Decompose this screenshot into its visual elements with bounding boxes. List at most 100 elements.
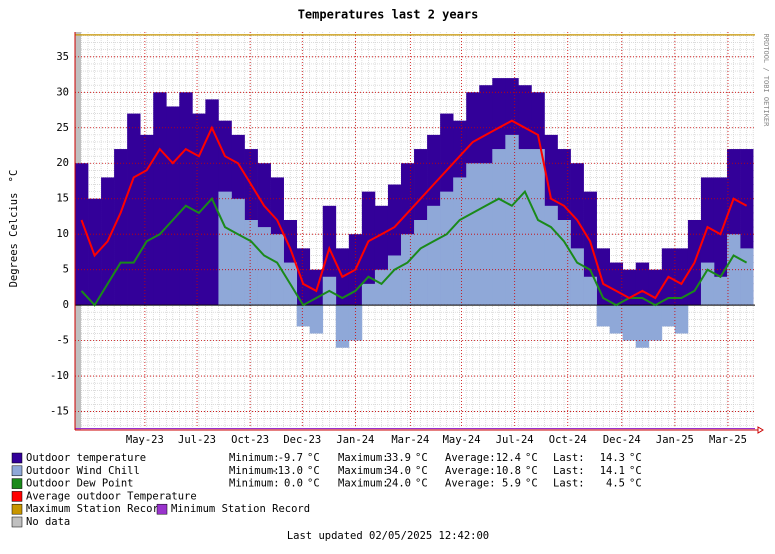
stat-value: 14.1 [600, 465, 625, 477]
stat-label: Average: [445, 478, 496, 490]
stat-unit: °C [415, 452, 428, 464]
stat-label: Average: [445, 465, 496, 477]
area-bar [622, 305, 637, 341]
stat-value: 12.4 [496, 452, 521, 464]
area-bar [635, 262, 650, 306]
area-bar [361, 191, 376, 306]
x-tick-label: May-23 [126, 434, 164, 446]
area-bar [505, 134, 519, 306]
stat-unit: °C [525, 465, 538, 477]
area-bar [114, 149, 128, 306]
stat-value: 10.8 [496, 465, 521, 477]
area-bar [740, 248, 754, 306]
area-bar [309, 305, 324, 334]
stat-label: Maximum: [338, 478, 389, 490]
watermark: RRDTOOL / TOBI OETIKER [762, 34, 770, 128]
area-bar [88, 198, 102, 306]
stat-unit: °C [629, 478, 642, 490]
legend-swatch [11, 465, 23, 477]
stat-value: 14.3 [600, 452, 625, 464]
legend-swatch [156, 503, 168, 515]
stat-value: 24.0 [386, 478, 411, 490]
series-line [80, 189, 748, 307]
stat-unit: °C [525, 478, 538, 490]
y-tick-label: 20 [56, 157, 69, 169]
area-bar [648, 305, 663, 341]
area-bar [635, 305, 650, 348]
area-bar [453, 177, 467, 306]
y-tick-label: 35 [56, 51, 69, 63]
y-axis-unit: °C [8, 170, 20, 183]
area-bar [557, 220, 571, 306]
legend-label: Outdoor temperature [26, 452, 146, 464]
stat-value: 0.0 [284, 478, 303, 490]
stat-value: 34.0 [386, 465, 411, 477]
x-tick-label: Dec-24 [603, 434, 641, 446]
area-bar [440, 191, 454, 306]
area-bar [348, 305, 363, 341]
y-tick-label: 30 [56, 86, 69, 98]
x-tick-label: Oct-23 [231, 434, 269, 446]
stat-value: 33.9 [386, 452, 411, 464]
area-bar [140, 134, 154, 306]
y-tick-label: -10 [50, 370, 69, 382]
area-bar [713, 276, 728, 306]
stat-label: Minimum: [229, 465, 280, 477]
area-bar [648, 269, 663, 306]
x-tick-label: Jul-24 [496, 434, 534, 446]
x-tick-label: Mar-24 [391, 434, 429, 446]
area-bar [427, 205, 441, 306]
area-bar [257, 227, 271, 306]
area-bar [374, 269, 389, 306]
stat-value: -9.7 [278, 452, 303, 464]
stat-unit: °C [307, 452, 320, 464]
chart-title: Temperatures last 2 years [298, 8, 479, 22]
area-bar [335, 305, 350, 348]
legend-label: Minimum Station Record [171, 503, 310, 515]
area-bar [466, 163, 480, 306]
legend-swatch [11, 491, 23, 502]
legend-label: Average outdoor Temperature [26, 490, 197, 502]
area-bar [218, 191, 232, 306]
area-bar [127, 113, 141, 306]
series-line [80, 119, 748, 300]
stat-label: Maximum: [338, 465, 389, 477]
area-bar [414, 220, 428, 306]
x-tick-label: Oct-24 [549, 434, 587, 446]
x-tick-label: Mar-25 [709, 434, 747, 446]
stat-unit: °C [415, 478, 428, 490]
area-bar [270, 234, 284, 306]
y-axis-label: Degrees Celcius [8, 193, 20, 288]
area-bar [361, 283, 376, 306]
area-bar [674, 248, 689, 306]
stat-label: Minimum: [229, 478, 280, 490]
legend-swatch [11, 516, 23, 528]
area-bar [609, 305, 624, 334]
x-tick-label: Jan-24 [336, 434, 374, 446]
area-bar [479, 163, 493, 306]
area-bar [531, 149, 545, 306]
x-tick-label: Jul-23 [178, 434, 216, 446]
area-bar [166, 106, 180, 306]
stat-label: Minimum: [229, 452, 280, 464]
area-bar [205, 99, 219, 306]
area-bar [296, 305, 311, 327]
area-bar [192, 113, 206, 306]
area-bar [401, 234, 415, 306]
y-tick-label: -15 [50, 406, 69, 418]
area-bar [570, 248, 584, 306]
y-tick-label: 5 [63, 264, 69, 276]
stat-label: Last: [553, 465, 585, 477]
legend-swatch [11, 503, 23, 515]
stat-label: Last: [553, 452, 585, 464]
legend-label: No data [26, 516, 70, 528]
area-bar [583, 276, 597, 306]
x-tick-label: Dec-23 [283, 434, 321, 446]
legend-label: Outdoor Wind Chill [26, 465, 140, 477]
area-bar [661, 305, 676, 327]
area-bar [244, 220, 258, 306]
area-bar [296, 248, 311, 306]
legend-label: Outdoor Dew Point [26, 478, 133, 490]
area-bar [518, 149, 532, 306]
